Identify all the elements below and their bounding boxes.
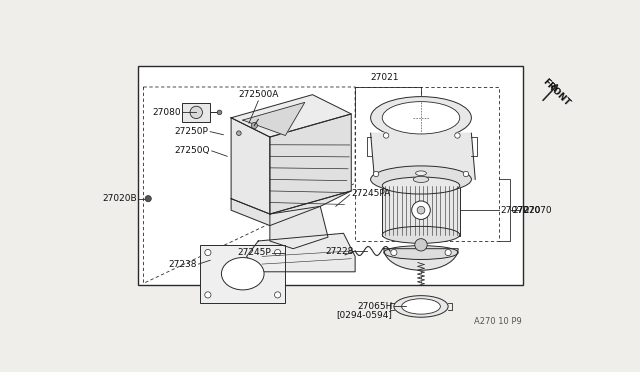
Circle shape <box>417 206 425 214</box>
Circle shape <box>190 106 202 119</box>
Circle shape <box>252 122 257 129</box>
Circle shape <box>205 250 211 256</box>
Text: 27250Q: 27250Q <box>175 147 210 155</box>
Ellipse shape <box>413 176 429 183</box>
Polygon shape <box>270 114 351 214</box>
Text: 27245P: 27245P <box>237 248 271 257</box>
Circle shape <box>205 292 211 298</box>
Ellipse shape <box>371 166 472 193</box>
Polygon shape <box>231 95 351 137</box>
Text: 27072: 27072 <box>500 206 529 215</box>
Polygon shape <box>384 249 458 270</box>
Text: [0294-0594]: [0294-0594] <box>337 310 392 319</box>
Bar <box>182 103 210 122</box>
Polygon shape <box>371 133 476 179</box>
Text: 27245PA: 27245PA <box>351 189 390 198</box>
Bar <box>382 186 460 235</box>
Text: 272500A: 272500A <box>238 90 278 99</box>
Text: 27070: 27070 <box>524 206 552 215</box>
Bar <box>200 245 285 302</box>
Circle shape <box>454 133 460 138</box>
Circle shape <box>383 133 389 138</box>
Polygon shape <box>246 233 355 272</box>
Text: 27238: 27238 <box>168 260 197 269</box>
Ellipse shape <box>382 226 460 243</box>
Circle shape <box>415 239 428 251</box>
Ellipse shape <box>221 257 264 290</box>
Text: 27021: 27021 <box>371 73 399 81</box>
Text: 27228: 27228 <box>325 247 353 256</box>
Circle shape <box>145 196 151 202</box>
Text: 27250P: 27250P <box>174 127 208 136</box>
Circle shape <box>217 110 222 115</box>
Circle shape <box>275 250 281 256</box>
Polygon shape <box>243 102 305 135</box>
Ellipse shape <box>394 296 448 317</box>
Text: A270 10 P9: A270 10 P9 <box>474 317 522 326</box>
Circle shape <box>391 250 397 256</box>
Text: 27065H: 27065H <box>357 302 392 311</box>
Ellipse shape <box>415 171 426 176</box>
Text: FRONT: FRONT <box>540 77 571 108</box>
Polygon shape <box>231 118 270 214</box>
Polygon shape <box>231 191 351 225</box>
Circle shape <box>463 171 468 177</box>
Circle shape <box>275 292 281 298</box>
Text: 27020B: 27020B <box>102 194 136 203</box>
Circle shape <box>237 131 241 135</box>
Ellipse shape <box>371 97 472 139</box>
Bar <box>138 66 524 285</box>
Circle shape <box>373 171 379 177</box>
Ellipse shape <box>402 299 440 314</box>
Circle shape <box>412 201 430 219</box>
Ellipse shape <box>382 102 460 134</box>
Polygon shape <box>270 206 328 249</box>
Text: 27020: 27020 <box>513 206 541 215</box>
Circle shape <box>445 250 451 256</box>
Ellipse shape <box>384 246 458 260</box>
Ellipse shape <box>382 177 460 194</box>
Text: 27080: 27080 <box>152 108 180 117</box>
